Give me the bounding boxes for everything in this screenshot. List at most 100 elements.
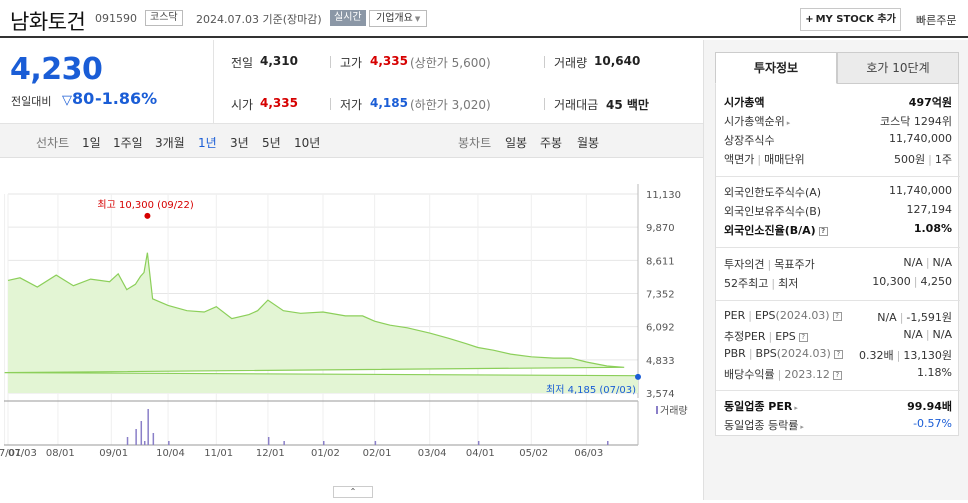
dividend-value: 1.18% <box>917 366 952 379</box>
foreign-ratio-text: 외국인소진율(B/A) <box>724 224 816 237</box>
tab-1y[interactable]: 1년 <box>198 136 217 150</box>
stock-header: 남화토건 091590 코스닥 2024.07.03 기준(장마감) 실시간 기… <box>0 0 968 38</box>
quick-order-link[interactable]: 빠른주문 <box>916 14 957 27</box>
est-per-val: N/A <box>903 328 923 341</box>
line-chart-label: 선차트 <box>36 136 70 150</box>
divider <box>716 300 960 301</box>
tab-3y[interactable]: 3년 <box>230 136 249 150</box>
est-per-label: 추정PER | EPS? <box>724 328 808 344</box>
change-amount: 80 <box>72 89 95 108</box>
market-cap-rank-label: 시가총액순위 <box>724 115 785 128</box>
sector-per-row: 동일업종 PER ▸ 99.94배 <box>724 398 952 416</box>
caret-right-icon: ▸ <box>800 423 804 431</box>
help-icon[interactable]: ? <box>818 227 828 236</box>
eps-text: EPS <box>754 309 776 322</box>
separator: | <box>768 330 773 343</box>
tab-monthly[interactable]: 월봉 <box>577 136 600 150</box>
prev-close-value: 4,310 <box>260 54 298 68</box>
tab-investment-info[interactable]: 투자정보 <box>715 52 837 84</box>
volume-bar <box>135 429 137 445</box>
volume-legend-label: 거래량 <box>660 405 688 417</box>
prev-close-label: 전일 <box>231 56 254 70</box>
tab-1w[interactable]: 1주일 <box>113 136 143 150</box>
volume-legend-swatch <box>656 406 658 414</box>
volume-bar <box>143 441 146 445</box>
foreign-hold-row: 외국인보유주식수(B) 127,194 <box>724 203 952 221</box>
x-tick-label: 12/01 <box>256 448 285 459</box>
sector-per-link[interactable]: 동일업종 PER ▸ <box>724 398 798 414</box>
header-date: 2024.07.03 기준(장마감) <box>196 11 322 27</box>
shares-label: 상장주식수 <box>724 134 775 147</box>
eps-date: (2024.03) <box>775 309 830 322</box>
amount-label: 거래대금 <box>554 98 599 112</box>
volume-bar <box>607 441 609 445</box>
period-tabs: 선차트 1일 1주일 3개월 1년 3년 5년 10년 봉차트 일봉 주봉 월봉 <box>0 124 703 158</box>
down-triangle-icon: ▽ <box>62 93 72 108</box>
foreign-hold-value: 127,194 <box>906 203 953 216</box>
foreign-hold-label: 외국인보유주식수(B) <box>724 205 822 218</box>
current-price: 4,230 <box>10 52 103 87</box>
volume-bar <box>323 441 325 445</box>
x-tick-label: 07/01 <box>0 448 21 459</box>
add-mystock-button[interactable]: + MY STOCK 추가 <box>800 8 901 31</box>
per-label: PER | EPS(2024.03)? <box>724 309 842 322</box>
face-label: 액면가 <box>724 153 755 166</box>
high-value: 4,335 <box>370 54 408 68</box>
divider <box>716 176 960 177</box>
dividend-date: 2023.12 <box>784 368 830 381</box>
volume-bar <box>152 433 155 445</box>
chevron-up-icon: ⌃ <box>349 487 357 496</box>
sector-change-link[interactable]: 동일업종 등락률 ▸ <box>724 417 804 433</box>
realtime-button[interactable]: 실시간 <box>330 10 366 26</box>
foreign-ratio-value: 1.08% <box>913 222 952 235</box>
bps-val: 13,130원 <box>903 349 952 362</box>
face-value-label: 액면가 | 매매단위 <box>724 151 805 167</box>
per-value: N/A | -1,591원 <box>877 309 952 325</box>
shares-row: 상장주식수 11,740,000 <box>724 132 952 150</box>
sector-change-text: 동일업종 등락률 <box>724 419 799 432</box>
separator: | <box>748 347 753 360</box>
investment-info-panel: 투자정보 호가 10단계 시가총액 497억원 시가총액순위 ▸ 코스닥 1294… <box>703 40 968 500</box>
tab-10y[interactable]: 10년 <box>294 136 321 150</box>
divider <box>716 390 960 391</box>
est-eps-val: N/A <box>932 328 952 341</box>
company-overview-dropdown[interactable]: 기업개요 ▼ <box>369 10 428 27</box>
market-cap-rank-link[interactable]: 시가총액순위 ▸ <box>724 113 790 129</box>
pbr-text: PBR <box>724 347 746 360</box>
tab-orderbook[interactable]: 호가 10단계 <box>837 52 959 84</box>
collapse-chart-button[interactable]: ⌃ <box>333 486 373 498</box>
low-value: 4,185 <box>370 96 408 110</box>
help-icon[interactable]: ? <box>833 350 843 359</box>
divider <box>544 98 545 110</box>
tab-3m[interactable]: 3개월 <box>155 136 185 150</box>
open-label: 시가 <box>231 98 254 112</box>
price-line <box>4 252 639 377</box>
tab-weekly[interactable]: 주봉 <box>540 136 563 150</box>
info-tabs: 투자정보 호가 10단계 <box>715 52 959 84</box>
change-label: 전일대비 <box>11 95 52 108</box>
y-tick-label: 9,870 <box>646 223 675 234</box>
trade-unit-label: 매매단위 <box>764 153 805 166</box>
stock-code: 091590 <box>95 12 137 25</box>
w52-value: 10,300 | 4,250 <box>872 275 952 288</box>
volume-bar <box>140 421 143 445</box>
change-value: ▽80 <box>62 89 94 108</box>
tab-1d[interactable]: 1일 <box>82 136 101 150</box>
tab-5y[interactable]: 5년 <box>262 136 281 150</box>
x-tick-label: 02/01 <box>363 448 392 459</box>
help-icon[interactable]: ? <box>798 333 808 342</box>
target-text: 목표주가 <box>774 258 815 271</box>
w52-low-text: 최저 <box>778 277 799 290</box>
open-value: 4,335 <box>260 96 298 110</box>
per-row: PER | EPS(2024.03)? N/A | -1,591원 <box>724 309 952 327</box>
x-tick-label: 01/02 <box>311 448 340 459</box>
face-value-value: 500원 | 1주 <box>894 151 952 167</box>
sector-per-value: 99.94배 <box>907 400 952 413</box>
market-cap-label: 시가총액 <box>724 96 765 109</box>
tab-daily[interactable]: 일봉 <box>505 136 528 150</box>
y-tick-label: 8,611 <box>646 256 675 267</box>
help-icon[interactable]: ? <box>832 371 842 380</box>
divider <box>330 56 331 68</box>
help-icon[interactable]: ? <box>832 312 842 321</box>
change-percent: -1.86% <box>95 89 158 108</box>
